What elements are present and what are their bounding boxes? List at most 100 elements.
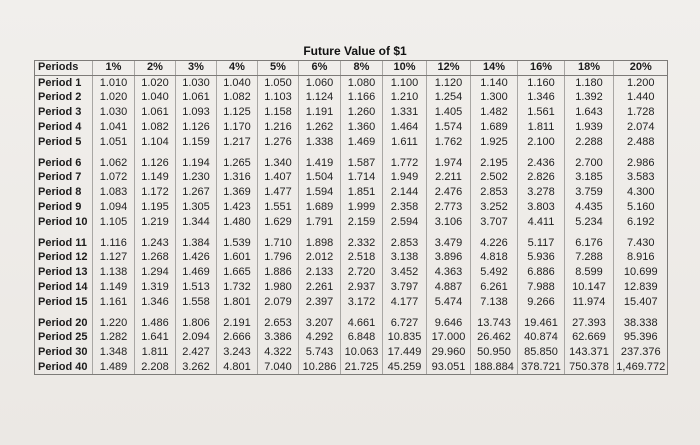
value-cell: 2.773 [426,200,471,215]
value-cell: 2.094 [175,330,217,346]
value-cell: 1.062 [92,155,135,171]
value-cell: 1.710 [257,235,299,251]
value-cell: 15.407 [613,294,668,310]
period-label: Period 30 [34,345,93,361]
period-label: Period 1 [34,75,93,91]
value-cell: 1.440 [613,90,668,106]
spacer-cell [564,309,614,316]
table-row: Period 40 1.489 2.208 3.262 4.801 7.040 10.286… [34,360,668,375]
rate-header: 2% [134,60,176,76]
rate-header: 14% [470,60,518,76]
value-cell: 19.461 [517,315,565,331]
value-cell: 5.936 [517,250,565,266]
value-cell: 11.974 [564,294,614,310]
spacer-cell [257,309,299,316]
value-cell: 1.051 [92,134,135,150]
period-label: Period 8 [34,185,93,201]
value-cell: 1.265 [216,155,258,171]
value-cell: 1.159 [175,134,217,150]
value-cell: 3.452 [382,265,427,281]
value-cell: 2.288 [564,134,614,150]
value-cell: 3.138 [382,250,427,266]
value-cell: 40.874 [517,330,565,346]
spacer-cell [517,149,565,156]
value-cell: 1.551 [257,200,299,215]
spacer-cell [216,229,258,236]
value-cell: 1.124 [298,90,341,106]
value-cell: 1.791 [298,214,341,230]
value-cell: 3.262 [175,360,217,375]
spacer-cell [564,229,614,236]
value-cell: 6.848 [340,330,383,346]
value-cell: 2.133 [298,265,341,281]
group-spacer [34,309,668,316]
value-cell: 4.661 [340,315,383,331]
table-row: Period 8 1.083 1.172 1.267 1.369 1.477 1.594 1.… [34,185,668,201]
spacer-cell [517,229,565,236]
value-cell: 6.176 [564,235,614,251]
value-cell: 2.666 [216,330,258,346]
value-cell: 2.144 [382,185,427,201]
value-cell: 1.200 [613,75,668,91]
value-cell: 237.376 [613,345,668,361]
period-label: Period 40 [34,360,93,375]
spacer-cell [340,149,383,156]
value-cell: 1.161 [92,294,135,310]
rate-header: 4% [216,60,258,76]
spacer-cell [517,309,565,316]
spacer-cell [470,309,518,316]
value-cell: 1.643 [564,105,614,121]
table-row: Period 2 1.020 1.040 1.061 1.082 1.103 1.124 1.… [34,90,668,106]
value-cell: 2.159 [340,214,383,230]
value-cell: 1.140 [470,75,518,91]
value-cell: 2.397 [298,294,341,310]
spacer-cell [613,149,668,156]
spacer-cell [134,149,176,156]
value-cell: 29.960 [426,345,471,361]
value-cell: 1.254 [426,90,471,106]
value-cell: 378.721 [517,360,565,375]
spacer-cell [34,229,93,236]
rate-header: 12% [426,60,471,76]
value-cell: 1.732 [216,280,258,295]
value-cell: 1.060 [298,75,341,91]
period-label: Period 2 [34,90,93,106]
spacer-cell [470,229,518,236]
value-cell: 4.226 [470,235,518,251]
value-cell: 2.853 [382,235,427,251]
value-cell: 1.194 [175,155,217,171]
value-cell: 1.574 [426,120,471,135]
value-cell: 2.594 [382,214,427,230]
value-cell: 1.360 [340,120,383,135]
spacer-cell [257,229,299,236]
value-cell: 4.435 [564,200,614,215]
spacer-cell [382,229,427,236]
table-row: Period 6 1.062 1.126 1.194 1.265 1.340 1.419 1.… [34,155,668,171]
value-cell: 1.262 [298,120,341,135]
value-cell: 10.699 [613,265,668,281]
value-cell: 1.480 [216,214,258,230]
value-cell: 2.436 [517,155,565,171]
value-cell: 1.898 [298,235,341,251]
value-cell: 1.061 [134,105,176,121]
value-cell: 1.105 [92,214,135,230]
value-cell: 2.211 [426,170,471,186]
spacer-cell [613,309,668,316]
table-row: Period 5 1.051 1.104 1.159 1.217 1.276 1.338 1.… [34,134,668,150]
value-cell: 1.796 [257,250,299,266]
value-cell: 2.502 [470,170,518,186]
header-row: Periods 1% 2% 3% 4% 5% 6% 8% 10% 12% 14% 16% 18% 20% [34,60,668,76]
value-cell: 1.180 [564,75,614,91]
period-label: Period 12 [34,250,93,266]
value-cell: 2.332 [340,235,383,251]
value-cell: 2.488 [613,134,668,150]
value-cell: 1.219 [134,214,176,230]
value-cell: 1.611 [382,134,427,150]
value-cell: 1.268 [134,250,176,266]
value-cell: 1.158 [257,105,299,121]
value-cell: 1.477 [257,185,299,201]
value-cell: 2.853 [470,185,518,201]
value-cell: 2.476 [426,185,471,201]
value-cell: 3.896 [426,250,471,266]
value-cell: 1.020 [92,90,135,106]
